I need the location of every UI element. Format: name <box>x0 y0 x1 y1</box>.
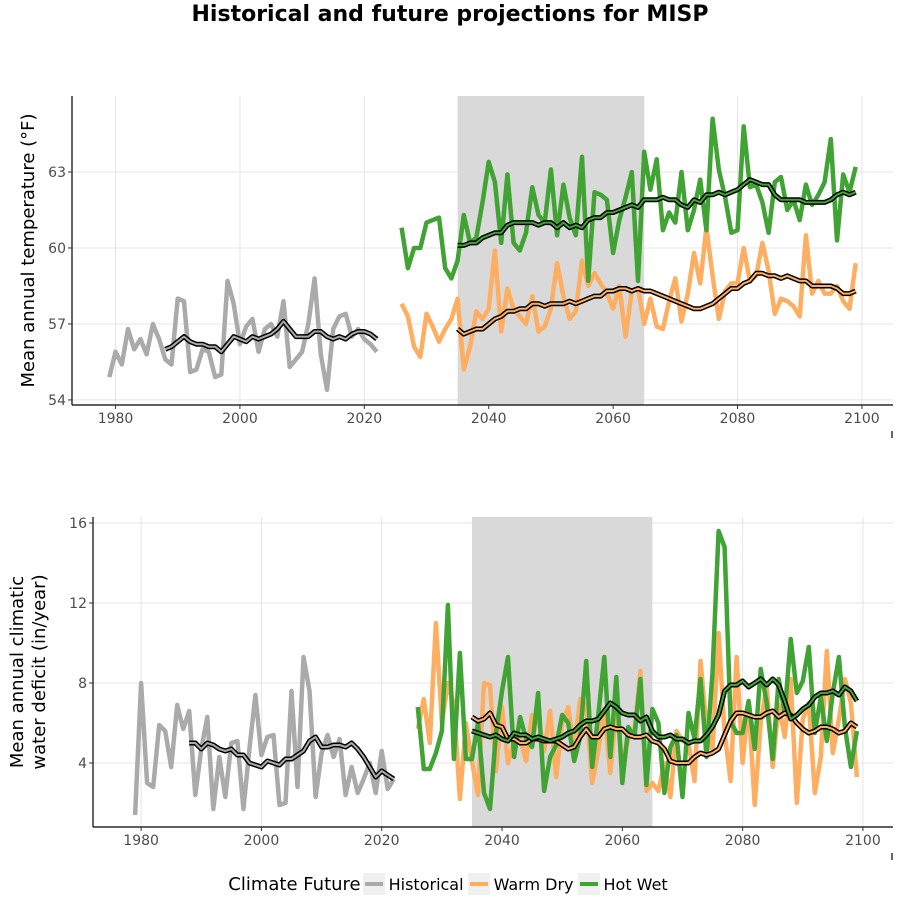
legend-key-hot-wet <box>577 873 600 895</box>
x-tick-label: 2020 <box>347 411 383 427</box>
shaded-period <box>457 96 645 405</box>
series-line-historical <box>107 276 379 393</box>
x-tick-label: 2100 <box>845 833 881 849</box>
smoothed-line-warm-dry <box>456 272 857 336</box>
smoothed-line-historical <box>164 320 378 353</box>
x-tick-label: 2000 <box>222 411 258 427</box>
legend: Climate Future Historical Warm Dry Hot W… <box>0 868 900 900</box>
shaded-period <box>471 517 653 827</box>
legend-key-historical <box>362 873 385 895</box>
x-tick-label: 2040 <box>471 411 507 427</box>
y-axis-title: Mean annual temperature (°F) <box>18 113 39 387</box>
chart-canvas: 1980 2000 2020 2040 2060 2080 2100 54 57 60 63 Mean… <box>7 96 893 860</box>
x-tick-label: 2100 <box>844 411 880 427</box>
smoothed-line-hot-wet <box>457 178 857 247</box>
x-tick-label: 2060 <box>595 411 631 427</box>
x-tick-label: 1980 <box>123 833 159 849</box>
legend-label-warm-dry: Warm Dry <box>493 874 574 894</box>
series-line-historical <box>132 654 396 816</box>
panel-1: 1980 2000 2020 2040 2060 2080 2100 54 57 60 63 Mean… <box>18 96 893 438</box>
x-tick-label: 1980 <box>98 411 134 427</box>
y-tick-label: 16 <box>69 516 87 532</box>
y-axis-title: Mean annual climatic <box>7 576 28 768</box>
legend-key-warm-dry <box>467 873 490 895</box>
legend-label-historical: Historical <box>388 874 464 894</box>
smoothed-line-historical <box>189 736 395 780</box>
x-tick-label: 2040 <box>484 833 520 849</box>
panel-2: 1980 2000 2020 2040 2060 2080 2100 4 8 12 16 Mean a… <box>7 516 893 860</box>
y-tick-label: 8 <box>78 676 87 692</box>
series-line-warm-dry <box>399 225 858 372</box>
y-tick-label: 60 <box>48 241 66 257</box>
y-tick-label: 57 <box>48 317 66 333</box>
x-tick-label: 2060 <box>605 833 641 849</box>
series-line-hot-wet <box>399 116 858 284</box>
y-tick-label: 63 <box>48 165 66 181</box>
y-tick-label: 54 <box>48 393 66 409</box>
x-tick-label: 2080 <box>720 411 756 427</box>
legend-item-warm-dry: Warm Dry <box>467 873 574 895</box>
legend-item-hot-wet: Hot Wet <box>577 873 668 895</box>
series-line-hot-wet <box>415 528 860 812</box>
x-tick-label: 2020 <box>364 833 400 849</box>
legend-title: Climate Future <box>228 873 361 895</box>
y-axis-title: water deficit (in/year) <box>29 574 50 769</box>
legend-item-historical: Historical <box>362 873 464 895</box>
y-tick-label: 4 <box>78 756 87 772</box>
y-tick-label: 12 <box>69 596 87 612</box>
legend-label-hot-wet: Hot Wet <box>603 874 668 894</box>
x-tick-label: 2000 <box>244 833 280 849</box>
x-tick-label: 2080 <box>725 833 761 849</box>
chart-title: Historical and future projections for MI… <box>191 2 709 27</box>
smoothed-line-hot-wet <box>471 678 858 744</box>
